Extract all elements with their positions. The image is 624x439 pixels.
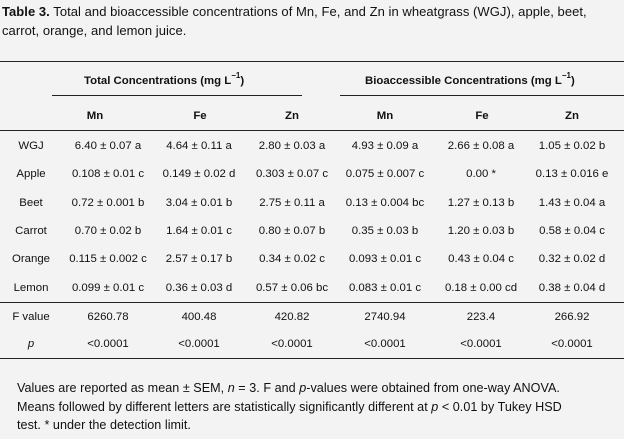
table-cell: 0.38 ± 0.04 d xyxy=(538,281,606,294)
table-row: Lemon 0.099 ± 0.01 c 0.36 ± 0.03 d 0.57 ± 0… xyxy=(0,276,624,300)
total-group-rule xyxy=(52,95,302,96)
table-cell: 0.099 ± 0.01 c xyxy=(71,281,145,294)
table-row: Orange 0.115 ± 0.002 c 2.57 ± 0.17 b 0.34 ±… xyxy=(0,247,624,271)
table-cell: 0.80 ± 0.07 b xyxy=(258,224,326,237)
row-label: Orange xyxy=(12,253,50,266)
table-cell: 1.43 ± 0.04 a xyxy=(538,196,606,209)
row-label: Carrot xyxy=(15,224,47,237)
table-top-rule xyxy=(0,61,624,62)
table-cell: 0.083 ± 0.01 c xyxy=(348,281,422,294)
table-cell: 266.92 xyxy=(554,311,590,323)
table-row: F value 6260.78 400.48 420.82 2740.94 223.4 26… xyxy=(0,305,624,329)
table-cell: 4.64 ± 0.11 a xyxy=(166,140,232,152)
table-cell: 2.66 ± 0.08 a xyxy=(447,140,515,152)
bio-group-rule xyxy=(340,95,624,96)
table-cell: 1.20 ± 0.03 b xyxy=(447,224,515,237)
table-row: Beet 0.72 ± 0.001 b 3.04 ± 0.01 b 2.75 ± 0.… xyxy=(0,191,624,215)
table-cell: 0.18 ± 0.00 cd xyxy=(444,281,518,294)
caption-text: Total and bioaccessible concentrations o… xyxy=(2,4,587,38)
table-cell: <0.0001 xyxy=(178,338,220,350)
table-cell: 0.36 ± 0.03 d xyxy=(165,281,233,294)
table-cell: 0.13 ± 0.016 e xyxy=(535,168,609,181)
table-cell: 3.04 ± 0.01 b xyxy=(165,196,233,209)
table-cell: 1.27 ± 0.13 b xyxy=(447,196,515,209)
col-header-bio-zn: Zn xyxy=(565,110,579,122)
col-header-bio-mn: Mn xyxy=(376,110,394,122)
col-header-bio-fe: Fe xyxy=(475,110,489,122)
table-cell: 0.075 ± 0.007 c xyxy=(345,168,425,181)
table-label: Table 3. xyxy=(2,4,50,19)
row-label: Apple xyxy=(16,168,46,181)
table-caption: Table 3. Total and bioaccessible concent… xyxy=(2,3,618,40)
col-header-total-zn: Zn xyxy=(285,110,299,122)
col-header-total-mn: Mn xyxy=(86,110,104,122)
table-cell: 223.4 xyxy=(466,311,496,323)
table-cell: <0.0001 xyxy=(87,338,129,350)
table-bottom-rule xyxy=(0,358,624,359)
table-cell: 0.57 ± 0.06 bc xyxy=(255,281,329,294)
row-label: Beet xyxy=(19,196,43,209)
col-header-total-fe: Fe xyxy=(193,110,207,122)
table-cell: 6.40 ± 0.07 a xyxy=(74,140,142,152)
bioaccessible-concentrations-header: Bioaccessible Concentrations (mg L−1) xyxy=(365,71,575,87)
table-cell: 2.80 ± 0.03 a xyxy=(258,140,326,152)
table-row: Apple 0.108 ± 0.01 c 0.149 ± 0.02 d 0.303 ±… xyxy=(0,162,624,186)
table-cell: 0.115 ± 0.002 c xyxy=(69,253,147,266)
table-cell: 2.75 ± 0.11 a xyxy=(259,196,325,209)
table-cell: 0.34 ± 0.02 c xyxy=(259,253,325,266)
row-label: WGJ xyxy=(18,140,44,152)
table-row: WGJ 6.40 ± 0.07 a 4.64 ± 0.11 a 2.80 ± 0.03… xyxy=(0,134,624,158)
table-cell: 0.32 ± 0.02 d xyxy=(538,253,606,266)
table-cell: 0.70 ± 0.02 b xyxy=(74,224,142,237)
table-cell: 4.93 ± 0.09 a xyxy=(351,140,419,152)
row-label: Lemon xyxy=(13,281,49,294)
table-footnote: Values are reported as mean ± SEM, n = 3… xyxy=(17,381,562,432)
header-bottom-rule xyxy=(0,130,624,131)
table-cell: 0.43 ± 0.04 c xyxy=(448,253,514,266)
data-bottom-rule xyxy=(0,302,624,303)
table-cell: 420.82 xyxy=(274,311,310,323)
table-cell: 0.093 ± 0.01 c xyxy=(348,253,422,266)
table-cell: 0.35 ± 0.03 b xyxy=(351,224,419,237)
table-cell: 1.64 ± 0.01 c xyxy=(166,224,232,237)
table-cell: 2.57 ± 0.17 b xyxy=(165,253,233,266)
table-cell: 0.00 * xyxy=(466,168,496,181)
table-cell: 1.05 ± 0.02 b xyxy=(538,140,606,152)
table-cell: 0.58 ± 0.04 c xyxy=(539,224,605,237)
table-cell: 6260.78 xyxy=(87,311,129,323)
table-cell: 400.48 xyxy=(181,311,217,323)
table-cell: <0.0001 xyxy=(271,338,313,350)
table-cell: <0.0001 xyxy=(364,338,406,350)
table-cell: <0.0001 xyxy=(460,338,502,350)
table-cell: 0.13 ± 0.004 bc xyxy=(345,196,425,209)
table-cell: 0.149 ± 0.02 d xyxy=(162,168,236,181)
row-label: F value xyxy=(12,311,50,323)
table-row: p <0.0001 <0.0001 <0.0001 <0.0001 <0.0001 <0.0… xyxy=(0,332,624,356)
table-cell: <0.0001 xyxy=(551,338,593,350)
table-row: Carrot 0.70 ± 0.02 b 1.64 ± 0.01 c 0.80 ± 0… xyxy=(0,219,624,243)
total-concentrations-header: Total Concentrations (mg L−1) xyxy=(84,71,245,87)
table-cell: 2740.94 xyxy=(364,311,406,323)
table-cell: 0.303 ± 0.07 c xyxy=(255,168,329,181)
table-cell: 0.72 ± 0.001 b xyxy=(71,196,145,209)
table-cell: 0.108 ± 0.01 c xyxy=(71,168,145,181)
row-label: p xyxy=(27,338,35,350)
